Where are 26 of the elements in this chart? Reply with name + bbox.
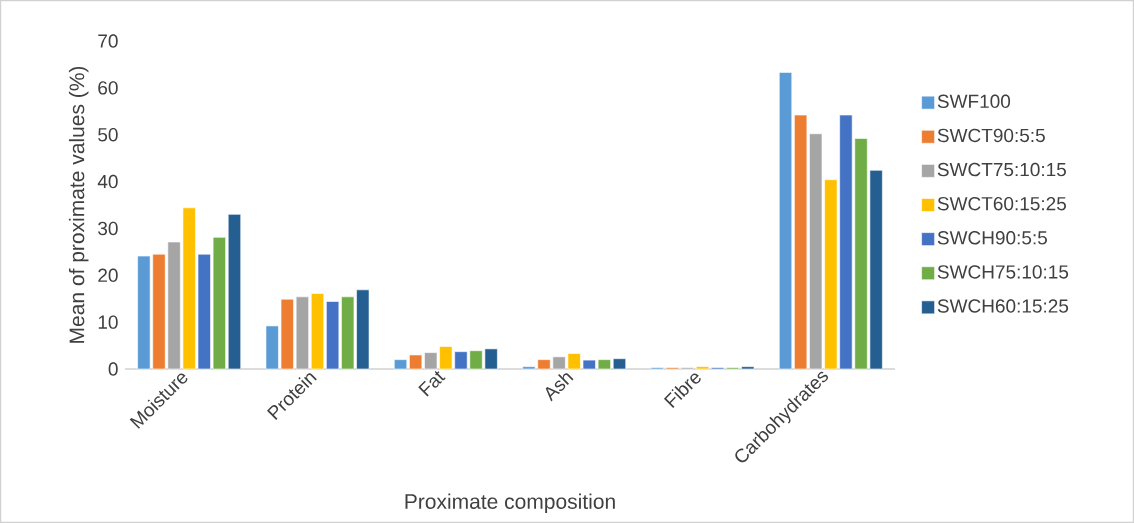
- y-tick-label: 40: [97, 174, 118, 189]
- bar: [778, 72, 793, 370]
- legend-label: SWCH90:5:5: [937, 231, 1047, 245]
- bar: [295, 296, 309, 370]
- y-tick-label: 60: [98, 81, 118, 95]
- legend-label: SWCT75:10:15: [937, 162, 1066, 177]
- y-tick-label: 10: [98, 315, 118, 329]
- y-axis-title: Mean of proximate values (%): [68, 66, 89, 343]
- legend-label: SWCT60:15:25: [937, 196, 1066, 211]
- bar: [227, 214, 242, 370]
- y-tick-label: 20: [98, 268, 118, 283]
- legend-label: SWF100: [937, 94, 1011, 109]
- bar: [612, 358, 627, 370]
- y-tick-label: 30: [98, 221, 118, 236]
- bar: [393, 359, 408, 370]
- x-axis-title: Proximate composition: [405, 493, 615, 514]
- legend-label: SWCT90:5:5: [937, 128, 1045, 143]
- y-tick-label: 70: [98, 34, 118, 48]
- legend-label: SWCH75:10:15: [937, 265, 1069, 279]
- y-tick-label: 50: [98, 127, 118, 142]
- x-tick-label: Ash: [545, 373, 574, 402]
- y-tick-label: 0: [108, 362, 118, 376]
- x-tick-label: Fat: [418, 371, 446, 397]
- bar: [310, 293, 325, 370]
- legend-label: SWCH60:15:25: [937, 299, 1069, 313]
- bar: [695, 366, 710, 370]
